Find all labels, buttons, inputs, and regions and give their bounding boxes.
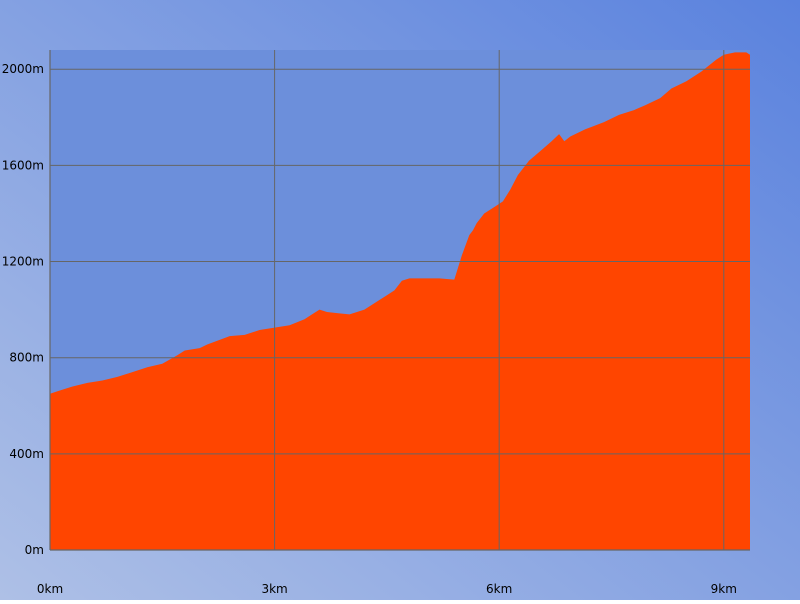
tick-label-layer: 0m 400m 800m 1200m 1600m 2000m 0km 3km 6km 9km — [2, 62, 737, 596]
x-tick-label: 6km — [486, 582, 512, 596]
y-tick-label: 2000m — [2, 62, 44, 76]
x-tick-label: 0km — [37, 582, 63, 596]
grid-layer — [49, 50, 750, 551]
y-tick-label: 400m — [9, 447, 44, 461]
x-tick-label: 9km — [711, 582, 737, 596]
y-tick-label: 0m — [25, 543, 44, 557]
y-tick-label: 1600m — [2, 158, 44, 172]
area-layer — [50, 52, 750, 551]
x-tick-label: 3km — [261, 582, 287, 596]
elevation-area — [50, 52, 750, 551]
y-tick-label: 1200m — [2, 255, 44, 269]
y-tick-label: 800m — [9, 351, 44, 365]
